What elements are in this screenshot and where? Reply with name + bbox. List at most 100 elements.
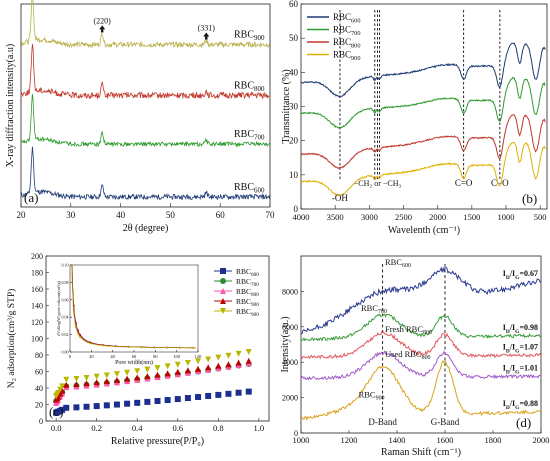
panel-c-inset-point	[77, 332, 79, 335]
panel-d-series-label: RBC600	[385, 257, 411, 269]
panel-c-data-point	[59, 387, 66, 394]
panel-c-data-point	[215, 362, 222, 369]
panel-b-annotation: C−O	[491, 178, 509, 188]
panel-c-ytick-label: 200	[31, 252, 43, 261]
panel-b-ytick-label: 30	[289, 102, 299, 112]
panel-c-data-point	[174, 396, 181, 403]
panel-c-data-point	[103, 372, 110, 379]
panel-b-series-line	[300, 141, 546, 197]
panel-d-ytick-label: 2000	[282, 394, 298, 403]
panel-d-ytick-label: 8000	[282, 287, 298, 296]
panel-c-inset-xtick-label: 60	[132, 354, 137, 359]
panel-c-data-point	[184, 395, 191, 402]
panel-a-peak-marker	[99, 25, 106, 30]
panel-d: 1000 1200 1400 1600 1800 2000 0 2000 4000 6000 800…	[280, 255, 550, 458]
panel-d-label: (d)	[516, 415, 531, 430]
panel-d-xlabel: Raman Shift (cm⁻¹)	[381, 447, 461, 458]
panel-c-data-point	[174, 368, 181, 375]
panel-b-legend-label: RBC700	[333, 25, 360, 37]
panel-c-data-point	[134, 374, 141, 381]
panel-c-inset-xtick-label: 100	[173, 354, 181, 359]
panel-a-ylabel: X-ray diffraction intensity(a.u)	[5, 44, 16, 167]
panel-c-data-point	[154, 397, 161, 404]
panel-b: 4000 3500 3000 2500 2000 1500 1000 500 0 10 20 30 40…	[281, 0, 548, 236]
panel-c-data-point	[73, 376, 80, 383]
panel-d-xtick-label: 2000	[533, 435, 550, 445]
panel-c-ytick-label: 60	[35, 368, 43, 377]
panel-c-data-point	[164, 363, 171, 370]
panel-c-data-point	[83, 403, 90, 410]
panel-c-inset-point	[166, 346, 168, 349]
panel-c-data-point	[83, 380, 90, 387]
panel-b-ylabel: Transmittance (%)	[281, 69, 292, 143]
panel-c-data-point	[184, 360, 191, 367]
panel-d-xtick-label: 1000	[293, 435, 310, 445]
panel-c-xtick-label: 0.4	[132, 423, 143, 433]
panel-c-ylabel: N₂ adsorption(cm³/g STP)	[6, 289, 17, 389]
panel-c-ytick-label: 140	[31, 302, 43, 311]
panel-c-inset-point	[114, 345, 117, 348]
panel-c-data-point	[124, 400, 131, 407]
panel-c-data-point	[174, 361, 181, 368]
panel-c-data-point	[245, 357, 252, 364]
panel-c-data-point	[195, 394, 202, 401]
panel-c-data-point	[93, 403, 100, 410]
panel-c-data-point	[215, 391, 222, 398]
panel-c-data-point	[245, 388, 252, 395]
panel-c-data-point	[103, 378, 110, 385]
panel-c-legend-label: RBC900	[236, 297, 259, 308]
panel-c-inset-point	[140, 346, 143, 349]
panel-b-legend-label: RBC600	[333, 12, 360, 24]
panel-d-ytick-label: 6000	[282, 323, 298, 332]
panel-c-legend-marker	[220, 278, 226, 284]
panel-c-data-point	[235, 389, 242, 396]
panel-b-xtick-label: 4000	[293, 212, 310, 222]
panel-c-data-point	[113, 401, 120, 408]
panel-c-data-point	[225, 390, 232, 397]
panel-d-ylabel: Intensity(a.u.)	[280, 316, 291, 372]
panel-d-series-label: RBC700	[361, 303, 387, 315]
panel-b-ytick-label: 40	[289, 67, 299, 77]
panel-c-data-point	[195, 358, 202, 365]
panel-c-legend-label: RBC600	[236, 267, 259, 278]
panel-c-legend-label: RBC700	[236, 277, 259, 288]
panel-a-peak-marker-stem	[100, 29, 104, 33]
panel-a-series-line	[21, 0, 270, 49]
panel-b-xtick-label: 3500	[327, 212, 344, 222]
panel-c-data-point	[195, 365, 202, 372]
panel-b-series-line	[300, 42, 546, 98]
panel-c-inset-point	[74, 326, 77, 329]
panel-c-inset-point	[191, 346, 194, 349]
panel-d-series-line	[300, 313, 542, 342]
panel-c-legend-marker	[220, 308, 226, 314]
panel-c-xtick-label: 0.0	[51, 423, 62, 433]
panel-a-xtick-label: 60	[216, 210, 226, 220]
panel-c-inset-xtick-label: 0	[69, 354, 72, 359]
panel-b-xlabel: Wavelenth (cm⁻¹)	[388, 225, 460, 236]
panel-c-inset-point	[127, 346, 130, 348]
panel-c: 0.0 0.2 0.4 0.6 0.8 1.0 0 20 40 60 80 100 120 140 160 1…	[6, 252, 270, 447]
panel-c-data-point	[93, 373, 100, 380]
panel-b-frame	[300, 3, 548, 210]
panel-d-ratio-label: ID/IG=1.07	[503, 343, 538, 355]
panel-c-inset-point	[153, 346, 156, 349]
panel-d-series-line	[300, 266, 542, 335]
panel-b-series-line	[300, 114, 546, 169]
panel-c-legend-label: RBC800	[236, 287, 259, 298]
panel-c-data-point	[164, 370, 171, 377]
panel-c-label: (c)	[49, 404, 63, 419]
panel-c-inset-xtick-label: 80	[153, 354, 158, 359]
panel-c-inset-xtick-label: 20	[89, 354, 94, 359]
panel-a-xlabel: 2θ (degree)	[123, 223, 169, 234]
panel-c-inset-ylabel: dV/dlog(W) pore volume(cm³/g)	[56, 280, 61, 336]
panel-c-data-point	[103, 402, 110, 409]
panel-a-series-label: RBC900	[234, 30, 265, 43]
panel-a-series-line	[20, 93, 270, 148]
panel-d-ytick-label: 0	[294, 429, 298, 438]
panel-c-data-point	[205, 356, 212, 363]
panel-c-data-point	[154, 371, 161, 378]
panel-c-data-point	[93, 379, 100, 386]
panel-d-annotation: G-Band	[431, 417, 460, 427]
panel-c-data-point	[124, 369, 131, 376]
